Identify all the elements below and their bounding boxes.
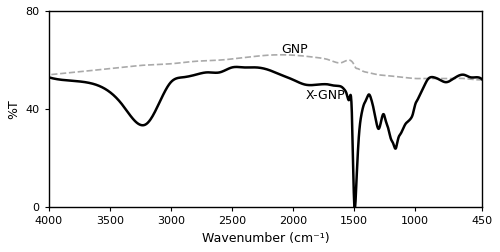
- Y-axis label: %T: %T: [7, 99, 20, 119]
- Text: GNP: GNP: [281, 43, 307, 56]
- Text: X-GNP: X-GNP: [306, 89, 345, 102]
- X-axis label: Wavenumber (cm⁻¹): Wavenumber (cm⁻¹): [202, 232, 330, 245]
